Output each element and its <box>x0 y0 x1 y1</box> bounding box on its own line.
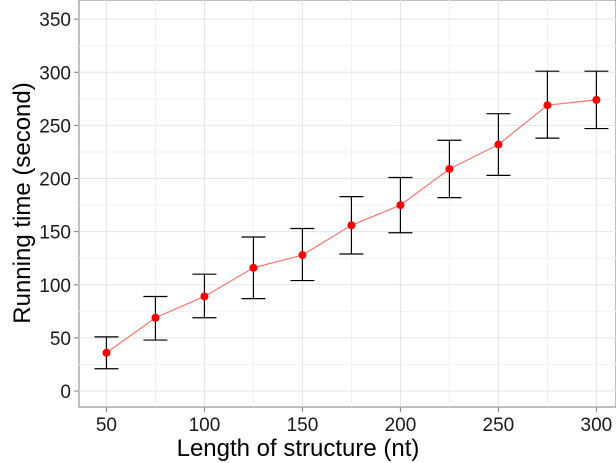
x-tick-label: 50 <box>96 415 117 436</box>
y-tick-label: 0 <box>60 382 71 403</box>
y-axis-title: Running time (second) <box>9 82 36 323</box>
data-point <box>298 251 307 260</box>
y-tick-label: 200 <box>39 170 71 191</box>
y-tick-label: 350 <box>39 10 71 31</box>
data-point <box>592 95 601 104</box>
plot-panel <box>78 0 616 408</box>
data-point <box>102 348 111 357</box>
data-point <box>249 263 258 272</box>
data-point <box>494 140 503 149</box>
data-point <box>543 101 552 110</box>
x-tick-label: 100 <box>189 415 221 436</box>
data-point <box>151 313 160 322</box>
x-tick-label: 200 <box>385 415 417 436</box>
data-points <box>102 95 601 357</box>
x-tick-labels: 50 100 150 200 250 300 <box>96 415 612 436</box>
data-point <box>200 292 209 301</box>
y-tick-label: 150 <box>39 223 71 244</box>
data-point <box>445 164 454 173</box>
axis-ticks <box>74 18 597 412</box>
y-tick-label: 100 <box>39 276 71 297</box>
y-tick-label: 50 <box>50 329 71 350</box>
x-tick-label: 300 <box>581 415 613 436</box>
data-point <box>347 221 356 230</box>
y-tick-label: 300 <box>39 63 71 84</box>
y-tick-label: 250 <box>39 116 71 137</box>
x-axis-title: Length of structure (nt) <box>177 435 420 462</box>
x-tick-label: 250 <box>483 415 515 436</box>
grid <box>79 0 616 407</box>
data-point <box>396 201 405 210</box>
x-tick-label: 150 <box>287 415 319 436</box>
y-tick-labels: 0 50 100 150 200 250 300 350 <box>39 10 71 403</box>
